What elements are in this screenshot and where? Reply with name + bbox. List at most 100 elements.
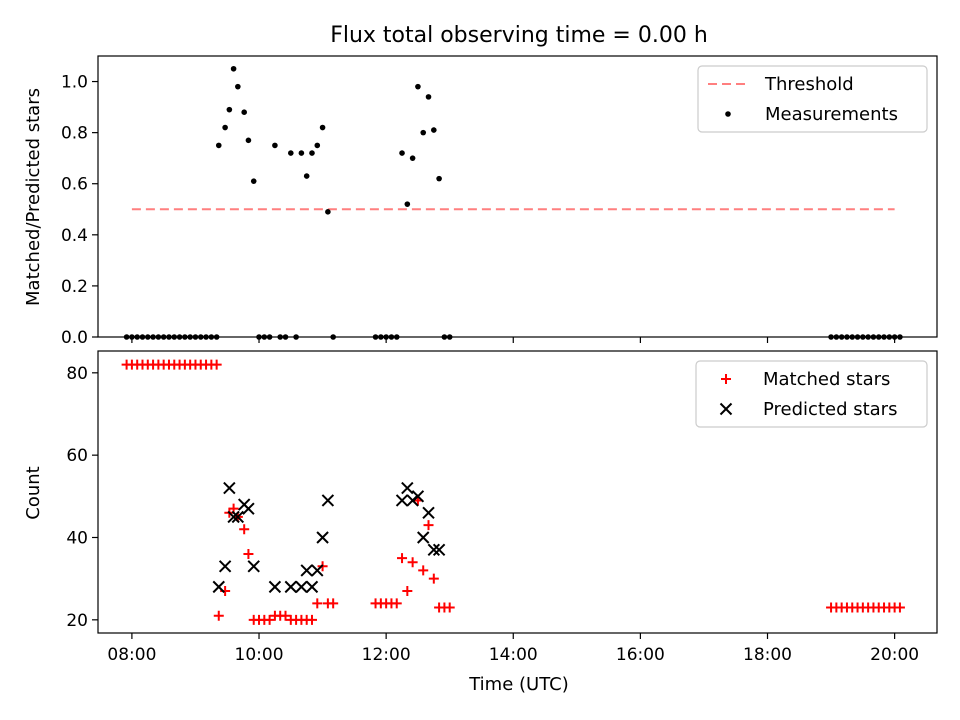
top-measurements-point-60 — [849, 334, 856, 340]
top-measurements-point-51 — [425, 94, 432, 100]
bottom-predicted-stars-point-2 — [223, 481, 236, 495]
x-tick-label-1: 10:00 — [235, 645, 284, 665]
top-measurements-point-27 — [261, 334, 268, 340]
top-measurements-point-50 — [420, 129, 427, 136]
bottom-predicted-stars-point-1 — [218, 560, 232, 573]
bottom-legend-box — [695, 360, 928, 428]
top-measurements-point-21 — [230, 65, 237, 72]
top-measurements-point-49 — [415, 83, 421, 90]
bottom-matched-stars-point-18 — [213, 610, 224, 621]
bottom-matched-stars-point-37 — [312, 598, 323, 609]
top-measurements-point-39 — [325, 209, 331, 215]
top-y-tick-label-4: 0.8 — [61, 124, 88, 144]
top-measurements-point-9 — [171, 334, 178, 340]
top-legend-label-1: Measurements — [765, 104, 898, 125]
top-measurements-point-58 — [838, 334, 845, 340]
top-measurements-point-23 — [241, 109, 247, 115]
top-legend-marker-1 — [725, 111, 731, 117]
bottom-matched-stars-point-28 — [264, 614, 275, 625]
top-measurements-point-41 — [372, 334, 379, 340]
bottom-predicted-stars-point-3 — [227, 510, 240, 524]
top-measurements-point-47 — [404, 201, 411, 207]
top-y-tick-label-0: 0.0 — [61, 328, 88, 348]
top-measurements-point-18 — [215, 142, 222, 149]
top-measurements-point-34 — [298, 150, 305, 156]
x-tick-label-0: 08:00 — [107, 645, 156, 665]
top-measurements-point-4 — [144, 334, 151, 340]
top-measurements-point-29 — [272, 142, 278, 149]
bottom-panel: 20 40 60 80 08:00 10:00 12:00 14:00 16:00 18:00 20… — [23, 350, 938, 695]
bottom-matched-stars-point-55 — [444, 602, 455, 613]
top-y-tick-label-1: 0.2 — [61, 277, 88, 297]
top-measurements-point-31 — [282, 334, 289, 340]
top-measurements-point-10 — [176, 334, 183, 340]
top-plot-frame — [97, 55, 938, 338]
top-measurements-point-52 — [431, 127, 437, 133]
bottom-predicted-stars-point-15 — [321, 494, 335, 507]
top-measurements-point-40 — [330, 334, 336, 340]
bottom-predicted-stars-point-17 — [401, 481, 414, 495]
x-tick-label-3: 14:00 — [489, 645, 538, 665]
bottom-plot-frame — [97, 350, 938, 634]
bottom-predicted-stars-point-7 — [247, 560, 260, 573]
top-measurements-point-45 — [393, 334, 400, 340]
bottom-axis-layer: 20 40 60 80 08:00 10:00 12:00 14:00 16:00 18:00 20… — [66, 364, 919, 665]
bottom-matched-stars-point-17 — [211, 359, 222, 370]
bottom-predicted-stars-point-6 — [242, 502, 255, 515]
top-measurements-point-25 — [250, 178, 257, 184]
top-measurements-point-62 — [860, 334, 866, 340]
bottom-predicted-stars-point-19 — [411, 490, 425, 503]
bottom-legend-label-1: Predicted stars — [763, 399, 897, 420]
bottom-predicted-stars-point-20 — [417, 531, 430, 544]
top-measurements-point-64 — [870, 334, 877, 340]
top-measurements-point-3 — [139, 334, 146, 340]
bottom-predicted-stars-point-11 — [300, 564, 313, 577]
bottom-matched-stars-point-52 — [428, 573, 439, 584]
top-measurements-point-19 — [222, 124, 228, 131]
bottom-matched-stars-point-23 — [239, 524, 250, 535]
bottom-matched-stars-point-51 — [423, 520, 434, 531]
bottom-predicted-stars-point-10 — [295, 580, 308, 594]
top-measurements-point-15 — [203, 334, 209, 340]
bottom-predicted-stars-point-8 — [268, 580, 282, 594]
top-y-axis-label: Matched/Predicted stars — [23, 88, 44, 306]
top-measurements-point-28 — [266, 334, 273, 340]
bottom-legend-label-0: Matched stars — [763, 369, 890, 390]
top-measurements-point-12 — [187, 334, 193, 340]
top-measurements-point-7 — [160, 334, 167, 340]
top-measurements-point-46 — [399, 150, 405, 156]
top-measurements-point-63 — [865, 334, 871, 340]
top-measurements-point-14 — [197, 334, 204, 340]
top-legend: Threshold Measurements — [697, 65, 928, 133]
bottom-legend-marker-0 — [721, 374, 731, 384]
top-measurements-point-2 — [134, 334, 140, 340]
bottom-matched-stars-point-45 — [391, 598, 402, 609]
bottom-matched-stars-point-46 — [397, 553, 408, 564]
top-measurements-point-59 — [844, 334, 850, 340]
top-y-tick-label-5: 1.0 — [61, 73, 88, 93]
bottom-y-axis-label: Count — [23, 466, 44, 519]
bottom-plot-area — [97, 350, 938, 634]
top-measurements-point-37 — [314, 142, 321, 149]
x-tick-label-2: 12:00 — [362, 645, 411, 665]
top-measurements-point-20 — [226, 106, 233, 113]
top-measurements-point-54 — [441, 334, 448, 340]
top-measurements-point-35 — [303, 173, 310, 179]
top-measurements-point-16 — [208, 334, 215, 340]
x-tick-label-6: 20:00 — [870, 645, 919, 665]
bottom-legend: Matched stars Predicted stars — [695, 360, 928, 428]
top-measurements-point-32 — [288, 150, 294, 156]
top-measurements-point-38 — [319, 124, 326, 131]
top-measurements-point-56 — [828, 334, 834, 340]
top-panel: 0.0 0.2 0.4 0.6 0.8 1.0 Flux total observing … — [23, 23, 938, 348]
bottom-predicted-stars-point-16 — [395, 494, 409, 507]
top-legend-label-0: Threshold — [764, 74, 854, 95]
top-measurements-point-36 — [309, 150, 315, 156]
bottom-y-tick-label-1: 40 — [66, 528, 88, 548]
top-measurements-point-5 — [150, 334, 156, 340]
top-measurements-point-69 — [897, 334, 903, 340]
x-axis-label: Time (UTC) — [468, 674, 569, 695]
top-series-layer — [123, 65, 903, 340]
bottom-matched-stars-point-31 — [280, 610, 291, 621]
